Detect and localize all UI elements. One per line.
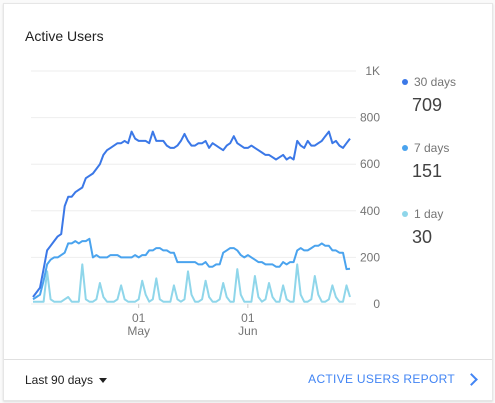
legend-30-days-label: 30 days [414,75,457,89]
active-users-card: Active Users 1K 800 600 400 200 0 01 May 01 Jun 3… [3,3,493,401]
x-tick-label: Jun [238,324,257,338]
legend-1-day-dot [402,211,408,217]
legend-30-days-value: 709 [412,95,443,115]
y-tick-label: 0 [373,297,380,311]
series-line-1-day [33,263,351,303]
active-users-report-link[interactable]: ACTIVE USERS REPORT [308,372,478,386]
y-tick-label: 800 [360,111,380,125]
date-range-dropdown[interactable]: Last 90 days [25,373,108,387]
x-tick-label: 01 [132,311,146,325]
y-tick-label: 1K [365,64,380,78]
legend-7-days: 7 days 151 [402,141,449,182]
series-line-7-days [32,237,351,301]
chevron-right-icon [465,372,478,386]
legend-7-days-dot [402,145,408,151]
legend-30-days: 30 days 709 [402,75,456,116]
date-range-label: Last 90 days [25,373,94,387]
series-line-30-days [32,130,351,298]
card-footer: Last 90 days ACTIVE USERS REPORT [4,359,492,400]
caret-down-icon [99,377,108,383]
card-title: Active Users [25,28,104,44]
report-link-label: ACTIVE USERS REPORT [308,372,455,386]
legend-1-day-value: 30 [412,227,433,247]
x-tick-label: 01 [241,311,255,325]
y-tick-label: 400 [360,204,380,218]
legend-1-day-label: 1 day [414,207,444,221]
legend-7-days-value: 151 [412,161,443,181]
legend-7-days-label: 7 days [414,141,450,155]
y-tick-label: 200 [360,250,380,264]
y-tick-label: 600 [360,157,380,171]
legend-30-days-dot [402,79,408,85]
x-tick-label: May [127,324,150,338]
legend-1-day: 1 day 30 [402,207,443,248]
